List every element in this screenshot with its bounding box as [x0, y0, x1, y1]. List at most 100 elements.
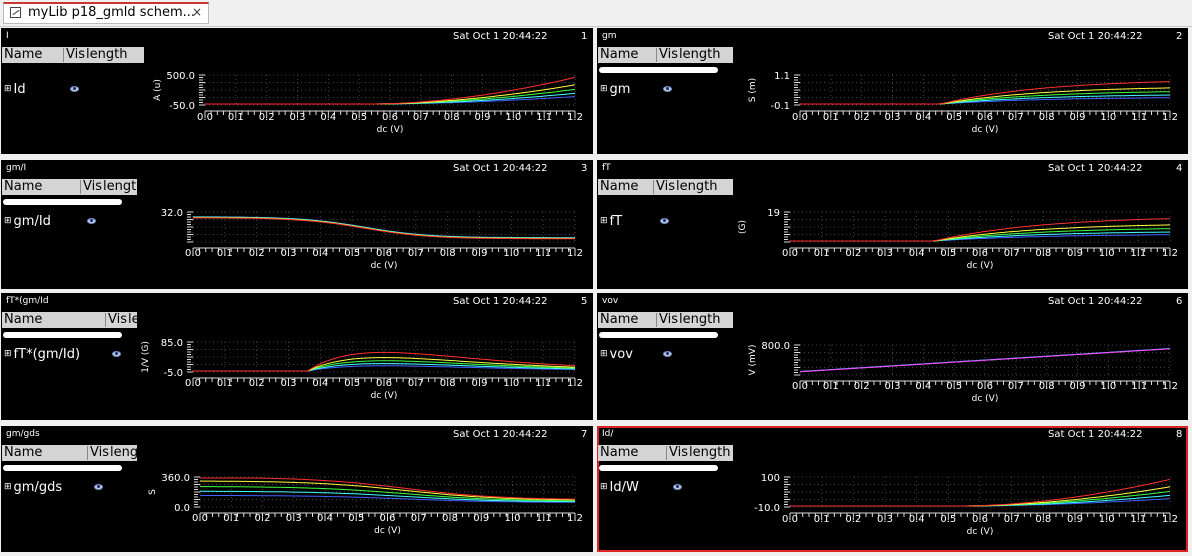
legend-signal-row[interactable]: ⊞ Id/W [600, 480, 639, 495]
panel-number: 3 [581, 163, 588, 174]
legend-col-vis[interactable]: Vis [669, 445, 688, 460]
x-tick-label: 0.5 [940, 248, 956, 259]
waveform-trace[interactable] [790, 218, 1171, 242]
waveform-panel-3[interactable]: 0.0 0.1 0.2 0.3 0.4 0.5 0.6 0.7 0.8 0.9 1.0 1.1 1.2 d… [1, 160, 593, 289]
expand-icon[interactable]: ⊞ [4, 349, 12, 359]
close-icon[interactable]: × [191, 5, 202, 19]
legend-col-vis[interactable]: Vis [108, 312, 127, 327]
x-tick-label: 0.0 [782, 514, 798, 525]
legend-scrollbar[interactable] [3, 465, 122, 471]
legend-scrollbar[interactable] [3, 332, 122, 338]
legend-signal-row[interactable]: ⊞ vov [600, 347, 633, 362]
legend-col-name[interactable]: Name [4, 47, 43, 62]
waveform-trace[interactable] [193, 217, 575, 240]
waveform-panel-1[interactable]: 0.0 0.1 0.2 0.3 0.4 0.5 0.6 0.7 0.8 0.9 1.0 1.1 1.2 d… [1, 28, 593, 154]
waveform-trace[interactable] [800, 81, 1171, 105]
waveform-panel-5[interactable]: 0.0 0.1 0.2 0.3 0.4 0.5 0.6 0.7 0.8 0.9 1.0 1.1 1.2 d… [1, 293, 593, 420]
legend-signal-row[interactable]: ⊞ fT [600, 214, 622, 229]
x-tick-label: 1.0 [503, 248, 519, 259]
expand-icon[interactable]: ⊞ [600, 84, 608, 94]
legend-col-vis[interactable]: Vis [659, 47, 678, 62]
legend-scrollbar[interactable] [599, 67, 718, 73]
visibility-eye-icon[interactable] [673, 484, 682, 490]
visibility-eye-icon[interactable] [94, 484, 103, 490]
legend-scrollbar[interactable] [599, 332, 718, 338]
waveform-plot[interactable]: 0.0 0.1 0.2 0.3 0.4 0.5 0.6 0.7 0.8 0.9 1.0 1.1 1.2 d… [597, 160, 1188, 289]
x-tick-label: 0.7 [413, 112, 429, 123]
legend-signal-row[interactable]: ⊞ gm/Id [4, 214, 51, 229]
waveform-plot[interactable]: 0.0 0.1 0.2 0.3 0.4 0.5 0.6 0.7 0.8 0.9 1.0 1.1 1.2 d… [597, 426, 1188, 552]
visibility-eye-icon[interactable] [70, 86, 79, 92]
visibility-eye-icon[interactable] [112, 351, 121, 357]
legend-col-length[interactable]: length [676, 179, 718, 194]
waveform-plot[interactable]: 0.0 0.1 0.2 0.3 0.4 0.5 0.6 0.7 0.8 0.9 1.0 1.1 1.2 d… [597, 293, 1188, 420]
legend-col-vis[interactable]: Vis [656, 179, 675, 194]
legend-col-name[interactable]: Name [600, 47, 639, 62]
waveform-trace[interactable] [200, 486, 576, 502]
tab-schematic[interactable]: myLib p18_gmld schem... × [3, 2, 209, 24]
waveform-trace[interactable] [205, 76, 576, 105]
legend-col-name[interactable]: Name [4, 179, 43, 194]
x-tick-label: 0.4 [320, 112, 336, 123]
visibility-eye-icon[interactable] [663, 86, 672, 92]
waveform-plot[interactable]: 0.0 0.1 0.2 0.3 0.4 0.5 0.6 0.7 0.8 0.9 1.0 1.1 1.2 d… [1, 160, 593, 289]
legend-scrollbar[interactable] [3, 199, 122, 205]
legend-col-name[interactable]: Name [4, 445, 43, 460]
waveform-plot[interactable]: 0.0 0.1 0.2 0.3 0.4 0.5 0.6 0.7 0.8 0.9 1.0 1.1 1.2 d… [1, 426, 593, 552]
legend-scrollbar[interactable] [599, 465, 718, 471]
y-axis-label: 1/V (G) [141, 341, 151, 373]
visibility-eye-icon[interactable] [660, 218, 669, 224]
x-tick-label: 0.0 [782, 248, 798, 259]
waveform-trace[interactable] [790, 478, 1171, 507]
legend-col-name[interactable]: Name [4, 312, 43, 327]
x-tick-label: 0.6 [376, 248, 392, 259]
legend-col-vis[interactable]: Vis [83, 179, 102, 194]
legend-col-vis[interactable]: Vis [66, 47, 85, 62]
legend-col-name[interactable]: Name [600, 179, 639, 194]
expand-icon[interactable]: ⊞ [600, 482, 608, 492]
legend-col-length[interactable]: length [679, 47, 721, 62]
legend-col-name[interactable]: Name [600, 445, 639, 460]
waveform-trace[interactable] [799, 348, 1171, 373]
expand-icon[interactable]: ⊞ [600, 216, 608, 226]
waveform-plot[interactable]: 0.0 0.1 0.2 0.3 0.4 0.5 0.6 0.7 0.8 0.9 1.0 1.1 1.2 d… [1, 293, 593, 420]
waveform-trace[interactable] [193, 351, 576, 372]
legend-col-name[interactable]: Name [600, 312, 639, 327]
waveform-trace[interactable] [199, 480, 576, 501]
signal-legend: Name Vis length ⊞ fT*(gm/Id) [2, 312, 169, 419]
legend-col-length[interactable]: length [110, 445, 152, 460]
waveform-plot[interactable]: 0.0 0.1 0.2 0.3 0.4 0.5 0.6 0.7 0.8 0.9 1.0 1.1 1.2 d… [1, 28, 593, 154]
x-tick-label: 0.9 [473, 513, 489, 524]
expand-icon[interactable]: ⊞ [600, 349, 608, 359]
waveform-trace[interactable] [199, 494, 575, 503]
waveform-panel-7[interactable]: 0.0 0.1 0.2 0.3 0.4 0.5 0.6 0.7 0.8 0.9 1.0 1.1 1.2 d… [1, 426, 593, 552]
x-tick-label: 0.8 [1035, 248, 1051, 259]
legend-signal-row[interactable]: ⊞ Id [4, 82, 26, 97]
legend-col-vis[interactable]: Vis [90, 445, 109, 460]
waveform-panel-6[interactable]: 0.0 0.1 0.2 0.3 0.4 0.5 0.6 0.7 0.8 0.9 1.0 1.1 1.2 d… [597, 293, 1188, 420]
expand-icon[interactable]: ⊞ [4, 216, 12, 226]
waveform-plot[interactable]: 0.0 0.1 0.2 0.3 0.4 0.5 0.6 0.7 0.8 0.9 1.0 1.1 1.2 d… [597, 28, 1188, 154]
legend-signal-row[interactable]: ⊞ gm [600, 82, 630, 97]
legend-col-vis[interactable]: Vis [659, 312, 678, 327]
waveform-trace[interactable] [205, 92, 576, 105]
waveform-trace[interactable] [200, 490, 575, 503]
legend-signal-row[interactable]: ⊞ gm/gds [4, 480, 62, 495]
legend-col-length[interactable]: length [128, 312, 170, 327]
legend-col-length[interactable]: length [103, 179, 145, 194]
expand-icon[interactable]: ⊞ [4, 84, 12, 94]
legend-col-length[interactable]: length [679, 312, 721, 327]
waveform-trace[interactable] [200, 477, 576, 500]
waveform-panel-8[interactable]: 0.0 0.1 0.2 0.3 0.4 0.5 0.6 0.7 0.8 0.9 1.0 1.1 1.2 d… [597, 426, 1188, 552]
visibility-eye-icon[interactable] [663, 351, 672, 357]
legend-col-length[interactable]: length [689, 445, 731, 460]
waveform-trace[interactable] [790, 494, 1171, 507]
waveform-panel-2[interactable]: 0.0 0.1 0.2 0.3 0.4 0.5 0.6 0.7 0.8 0.9 1.0 1.1 1.2 d… [597, 28, 1188, 154]
legend-col-length[interactable]: length [86, 47, 128, 62]
legend-signal-row[interactable]: ⊞ fT*(gm/Id) [4, 347, 80, 362]
visibility-eye-icon[interactable] [87, 218, 96, 224]
waveform-panel-4[interactable]: 0.0 0.1 0.2 0.3 0.4 0.5 0.6 0.7 0.8 0.9 1.0 1.1 1.2 d… [597, 160, 1188, 289]
expand-icon[interactable]: ⊞ [4, 482, 12, 492]
x-tick-label: 0.5 [946, 381, 962, 392]
x-tick-label: 0.5 [344, 248, 360, 259]
